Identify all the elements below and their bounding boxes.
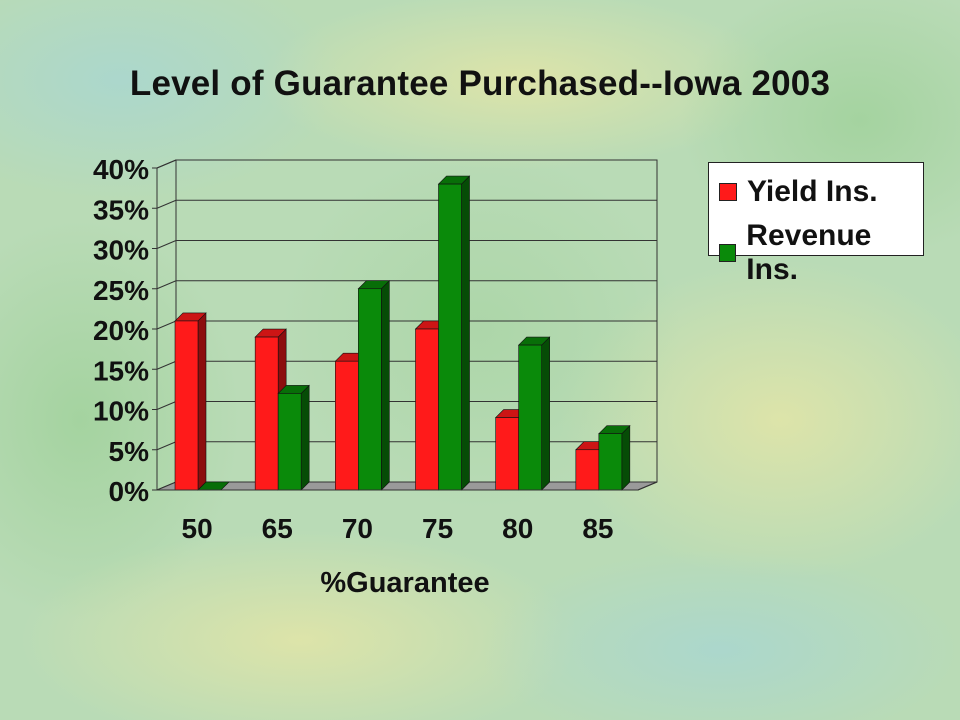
gridlines — [156, 159, 658, 491]
y-tick-label: 10% — [93, 396, 149, 427]
y-tick-label: 5% — [109, 436, 150, 467]
bar-revenue-65 — [277, 384, 310, 491]
legend-swatch-yield — [719, 183, 737, 201]
gridline-depth — [156, 159, 177, 169]
gridline-depth — [156, 441, 177, 451]
bar-yield-50 — [174, 312, 207, 491]
bar-revenue-80 — [517, 336, 551, 491]
legend-swatch-revenue — [719, 244, 737, 262]
y-tick-label: 30% — [93, 235, 149, 266]
bar-revenue-75 — [437, 175, 471, 491]
bar-revenue-85 — [598, 424, 631, 491]
legend-item-yield: Yield Ins. — [719, 175, 878, 209]
chart-title: Level of Guarantee Purchased--Iowa 2003 — [129, 64, 831, 103]
legend-label-revenue: Revenue Ins. — [746, 219, 872, 286]
y-tick-label: 0% — [109, 476, 150, 507]
x-axis-ticks: 50 65 70 75 80 85 — [182, 513, 614, 544]
legend-item-revenue: Revenue Ins. — [719, 219, 923, 287]
floor-right-edge — [637, 481, 658, 491]
gridline-depth — [156, 360, 177, 370]
y-tick-label: 25% — [93, 275, 149, 306]
x-tick-label: 75 — [422, 513, 453, 544]
y-axis-ticks: 0% 5% 10% 15% 20% 25% 30% 35% 40% — [93, 154, 157, 507]
gridline-depth — [156, 320, 177, 330]
chart-legend: Yield Ins. Revenue Ins. — [708, 162, 924, 286]
y-tick-label: 35% — [93, 194, 149, 225]
x-axis-label: %Guarantee — [320, 567, 489, 599]
gridline-depth — [156, 240, 177, 249]
x-tick-label: 50 — [182, 513, 213, 544]
gridline-depth — [156, 280, 177, 290]
x-tick-label: 85 — [582, 513, 613, 544]
bars — [157, 175, 658, 491]
x-tick-label: 80 — [502, 513, 533, 544]
y-tick-label: 15% — [93, 355, 149, 386]
x-tick-label: 70 — [342, 513, 373, 544]
legend-label-yield: Yield Ins. — [747, 175, 878, 208]
y-tick-label: 40% — [93, 154, 149, 185]
gridline-depth — [156, 199, 177, 209]
y-tick-label: 20% — [93, 315, 149, 346]
gridline-depth — [156, 401, 177, 410]
x-tick-label: 65 — [262, 513, 293, 544]
bar-revenue-70 — [357, 280, 391, 491]
